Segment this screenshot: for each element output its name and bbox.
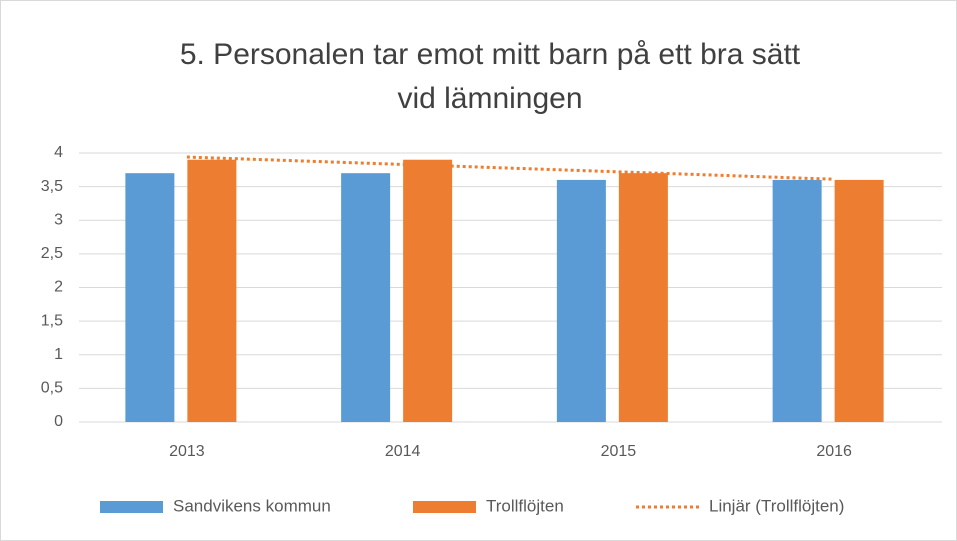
legend-swatch — [413, 501, 476, 513]
legend-label: Linjär (Trollflöjten) — [709, 496, 844, 515]
bar — [403, 159, 453, 422]
bar — [772, 179, 822, 422]
bar — [618, 173, 668, 422]
y-tick-label: 3,5 — [41, 178, 63, 195]
x-tick-label: 2015 — [601, 443, 637, 460]
x-tick-label: 2014 — [385, 443, 421, 460]
y-tick-label: 0 — [54, 413, 63, 430]
bar — [187, 159, 237, 422]
chart-title: 5. Personalen tar emot mitt barn på ett … — [180, 38, 801, 71]
bar — [341, 173, 391, 422]
chart-title: vid lämningen — [397, 82, 582, 115]
legend-swatch — [100, 501, 163, 513]
legend-label: Trollflöjten — [486, 496, 564, 515]
bar — [556, 179, 606, 422]
bar — [125, 173, 175, 422]
legend-label: Sandvikens kommun — [173, 496, 331, 515]
y-tick-label: 1 — [54, 346, 63, 363]
y-tick-label: 2 — [54, 279, 63, 296]
y-tick-label: 3 — [54, 211, 63, 228]
x-tick-label: 2016 — [816, 443, 852, 460]
y-tick-label: 2,5 — [41, 245, 63, 262]
y-tick-label: 4 — [54, 144, 63, 161]
y-tick-label: 0,5 — [41, 380, 63, 397]
y-tick-label: 1,5 — [41, 312, 63, 329]
bar — [834, 179, 884, 422]
x-tick-label: 2013 — [169, 443, 205, 460]
